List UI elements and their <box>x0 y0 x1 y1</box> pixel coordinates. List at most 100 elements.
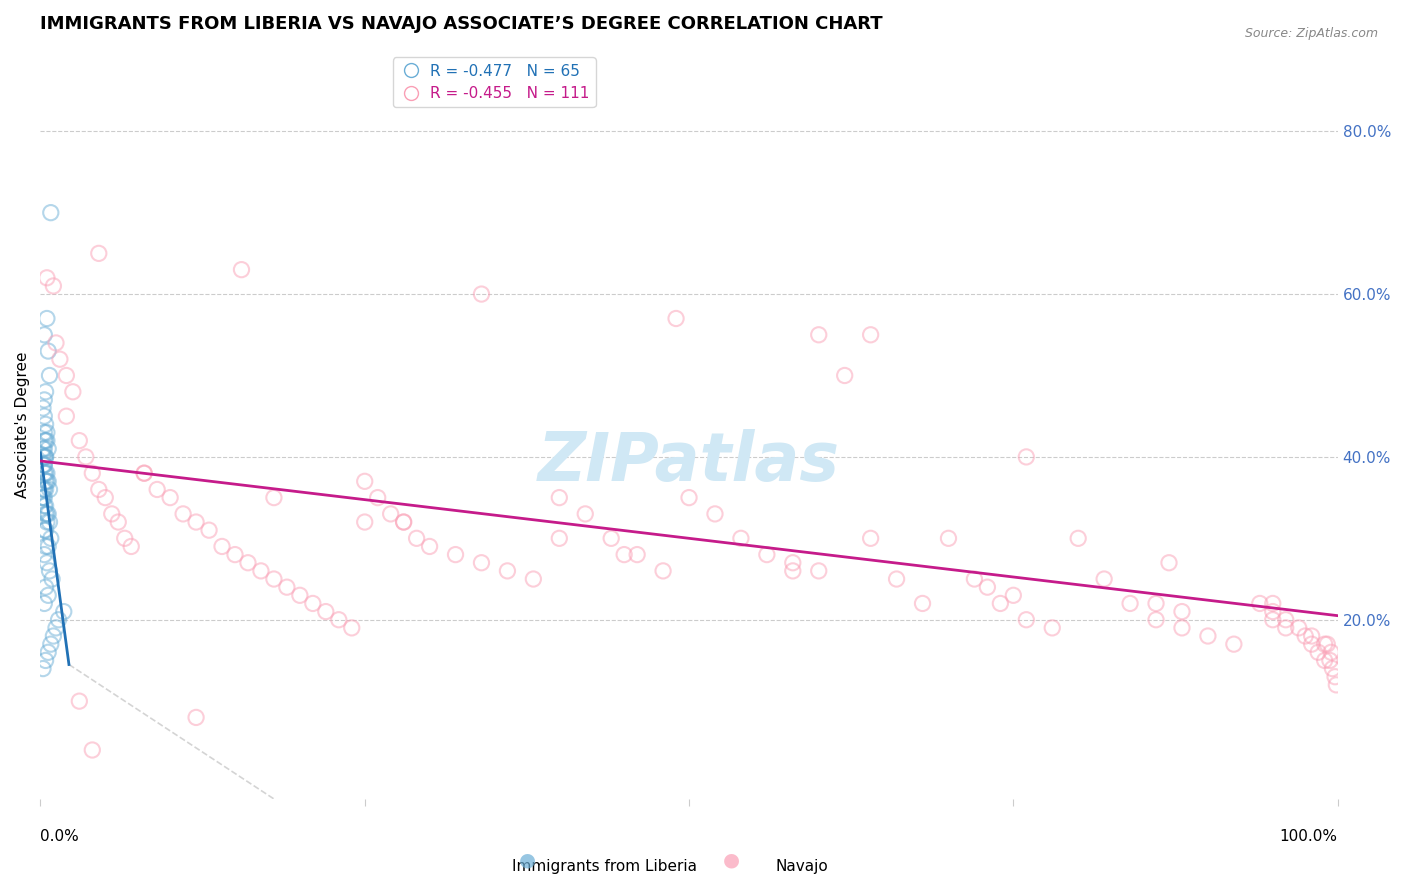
Point <box>55 409 77 424</box>
Text: ●: ● <box>723 851 740 870</box>
Point <box>380 507 402 521</box>
Point <box>38 483 60 497</box>
Point <box>782 556 804 570</box>
Point <box>32 442 55 456</box>
Point <box>37 442 59 456</box>
Point <box>34 523 56 537</box>
Point <box>678 491 700 505</box>
Point <box>42 629 65 643</box>
Point <box>34 483 56 497</box>
Point <box>392 515 415 529</box>
Point <box>34 450 56 464</box>
Point <box>859 327 882 342</box>
Point <box>39 637 62 651</box>
Point <box>231 262 253 277</box>
Point <box>35 475 58 489</box>
Point <box>34 434 56 448</box>
Point <box>35 466 58 480</box>
Point <box>704 507 727 521</box>
Point <box>1301 629 1323 643</box>
Point <box>1040 621 1063 635</box>
Point <box>34 580 56 594</box>
Point <box>172 507 194 521</box>
Point <box>1313 653 1336 667</box>
Point <box>1319 653 1341 667</box>
Point <box>1274 621 1296 635</box>
Point <box>548 531 571 545</box>
Point <box>1313 637 1336 651</box>
Point <box>45 621 67 635</box>
Point <box>1320 645 1343 659</box>
Point <box>37 645 59 659</box>
Point <box>34 499 56 513</box>
Point <box>938 531 960 545</box>
Point <box>236 556 259 570</box>
Point <box>146 483 169 497</box>
Point <box>32 458 55 472</box>
Point <box>35 270 58 285</box>
Point <box>67 694 90 708</box>
Point <box>34 499 56 513</box>
Point <box>34 466 56 480</box>
Point <box>38 564 60 578</box>
Point <box>184 515 207 529</box>
Point <box>32 450 55 464</box>
Text: 100.0%: 100.0% <box>1279 829 1337 844</box>
Point <box>34 327 56 342</box>
Point <box>37 507 59 521</box>
Point <box>82 466 104 480</box>
Point <box>34 483 56 497</box>
Point <box>39 205 62 219</box>
Point <box>35 434 58 448</box>
Point <box>35 515 58 529</box>
Point <box>328 613 350 627</box>
Point <box>34 409 56 424</box>
Point <box>32 401 55 415</box>
Point <box>38 515 60 529</box>
Point <box>38 368 60 383</box>
Point <box>665 311 688 326</box>
Point <box>34 458 56 472</box>
Point <box>288 588 311 602</box>
Point <box>1261 605 1284 619</box>
Point <box>48 613 70 627</box>
Point <box>1324 678 1347 692</box>
Point <box>67 434 90 448</box>
Point <box>35 311 58 326</box>
Point <box>1092 572 1115 586</box>
Point <box>34 442 56 456</box>
Point <box>613 548 636 562</box>
Point <box>34 653 56 667</box>
Text: ZIPatlas: ZIPatlas <box>538 429 839 495</box>
Point <box>626 548 648 562</box>
Point <box>1301 637 1323 651</box>
Point <box>34 434 56 448</box>
Point <box>315 605 337 619</box>
Point <box>37 475 59 489</box>
Point <box>184 710 207 724</box>
Point <box>470 556 492 570</box>
Point <box>886 572 908 586</box>
Point <box>1119 597 1142 611</box>
Point <box>32 662 55 676</box>
Point <box>1171 605 1194 619</box>
Point <box>1288 621 1310 635</box>
Point <box>34 507 56 521</box>
Point <box>263 491 285 505</box>
Point <box>1322 662 1344 676</box>
Point <box>55 368 77 383</box>
Point <box>31 491 53 505</box>
Point <box>988 597 1011 611</box>
Point <box>652 564 675 578</box>
Text: IMMIGRANTS FROM LIBERIA VS NAVAJO ASSOCIATE’S DEGREE CORRELATION CHART: IMMIGRANTS FROM LIBERIA VS NAVAJO ASSOCI… <box>41 15 883 33</box>
Point <box>807 564 830 578</box>
Point <box>34 548 56 562</box>
Point <box>34 466 56 480</box>
Point <box>1015 450 1038 464</box>
Text: ●: ● <box>519 851 536 870</box>
Point <box>211 540 233 554</box>
Point <box>41 572 63 586</box>
Text: Immigrants from Liberia: Immigrants from Liberia <box>512 859 697 874</box>
Point <box>276 580 298 594</box>
Point <box>755 548 778 562</box>
